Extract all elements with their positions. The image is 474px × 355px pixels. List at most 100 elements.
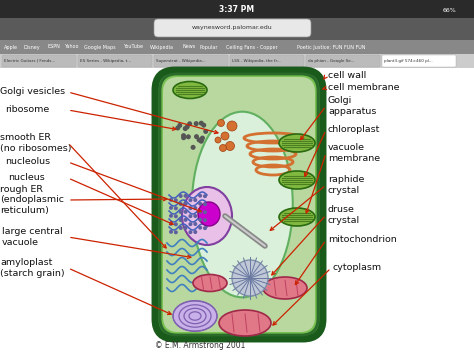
- Circle shape: [199, 121, 204, 126]
- Circle shape: [183, 126, 188, 131]
- Text: Electric Guitars | Fends...: Electric Guitars | Fends...: [4, 59, 55, 63]
- Circle shape: [183, 210, 188, 214]
- Text: smooth ER
(no ribosomes): smooth ER (no ribosomes): [0, 133, 72, 153]
- Ellipse shape: [193, 274, 227, 291]
- Circle shape: [198, 202, 202, 206]
- Circle shape: [179, 202, 182, 206]
- Text: 66%: 66%: [443, 7, 457, 12]
- Circle shape: [193, 198, 197, 202]
- Circle shape: [203, 226, 207, 230]
- Circle shape: [227, 121, 237, 131]
- Circle shape: [169, 222, 173, 226]
- Circle shape: [189, 222, 192, 226]
- Text: cell wall: cell wall: [328, 71, 366, 81]
- Ellipse shape: [182, 187, 232, 245]
- FancyBboxPatch shape: [163, 77, 315, 332]
- Text: Golgi vesicles: Golgi vesicles: [0, 87, 65, 97]
- Text: ES Series - Wikipedia, t...: ES Series - Wikipedia, t...: [80, 59, 131, 63]
- Circle shape: [193, 222, 197, 226]
- Text: large central
vacuole: large central vacuole: [2, 227, 63, 247]
- Circle shape: [185, 124, 190, 129]
- Text: cell membrane: cell membrane: [328, 83, 400, 93]
- Ellipse shape: [279, 208, 315, 226]
- Circle shape: [198, 226, 202, 230]
- Circle shape: [226, 142, 235, 151]
- Text: LSS - Wikipedia, the fr...: LSS - Wikipedia, the fr...: [232, 59, 281, 63]
- Circle shape: [232, 260, 268, 296]
- Bar: [0, 0, 474, 18]
- Circle shape: [203, 129, 208, 134]
- Text: cytoplasm: cytoplasm: [333, 263, 382, 273]
- Circle shape: [203, 194, 207, 198]
- Ellipse shape: [219, 310, 271, 336]
- FancyBboxPatch shape: [382, 55, 456, 67]
- Text: YouTube: YouTube: [123, 44, 143, 49]
- Ellipse shape: [198, 202, 220, 226]
- Circle shape: [199, 138, 204, 143]
- Circle shape: [197, 137, 201, 142]
- Bar: [0, 18, 474, 40]
- Text: plant3.gif 574×460 pl...: plant3.gif 574×460 pl...: [384, 59, 433, 63]
- Circle shape: [194, 121, 199, 126]
- Circle shape: [189, 230, 192, 234]
- FancyBboxPatch shape: [230, 55, 304, 67]
- Text: raphide
crystal: raphide crystal: [328, 175, 365, 195]
- Text: amyloplast
(starch grain): amyloplast (starch grain): [0, 258, 64, 278]
- Circle shape: [198, 210, 202, 214]
- Text: Wikipedia: Wikipedia: [150, 44, 173, 49]
- Bar: [0, 40, 474, 54]
- Circle shape: [215, 137, 221, 143]
- Circle shape: [193, 230, 197, 234]
- Circle shape: [174, 214, 178, 218]
- Circle shape: [186, 134, 191, 139]
- Circle shape: [179, 210, 182, 214]
- Text: ribosome: ribosome: [5, 105, 49, 115]
- FancyBboxPatch shape: [154, 55, 228, 67]
- Circle shape: [177, 123, 182, 128]
- Circle shape: [193, 214, 197, 218]
- FancyBboxPatch shape: [306, 55, 380, 67]
- Circle shape: [198, 218, 202, 222]
- Text: Yahoo: Yahoo: [64, 44, 79, 49]
- Circle shape: [183, 202, 188, 206]
- Circle shape: [183, 194, 188, 198]
- Circle shape: [174, 222, 178, 226]
- Circle shape: [203, 202, 207, 206]
- Text: druse
crystal: druse crystal: [328, 205, 360, 225]
- Text: Popular: Popular: [199, 44, 218, 49]
- Ellipse shape: [192, 112, 293, 297]
- Text: Apple: Apple: [4, 44, 18, 49]
- Circle shape: [181, 133, 186, 138]
- Circle shape: [169, 230, 173, 234]
- Circle shape: [218, 120, 225, 126]
- Circle shape: [189, 214, 192, 218]
- Circle shape: [193, 206, 197, 210]
- FancyBboxPatch shape: [78, 55, 152, 67]
- Circle shape: [181, 135, 186, 140]
- Text: nucleolus: nucleolus: [5, 158, 50, 166]
- Bar: [0, 54, 474, 68]
- Circle shape: [174, 206, 178, 210]
- Ellipse shape: [173, 82, 207, 98]
- Circle shape: [194, 134, 199, 139]
- Circle shape: [187, 121, 192, 126]
- Circle shape: [189, 198, 192, 202]
- Circle shape: [174, 230, 178, 234]
- Circle shape: [179, 218, 182, 222]
- Circle shape: [183, 218, 188, 222]
- Circle shape: [179, 194, 182, 198]
- Circle shape: [199, 139, 204, 144]
- Circle shape: [174, 198, 178, 202]
- Text: Golgi
apparatus: Golgi apparatus: [328, 96, 376, 116]
- Text: vacuole
membrane: vacuole membrane: [328, 143, 380, 163]
- Text: Poetic Justice: FUN FUN FUN: Poetic Justice: FUN FUN FUN: [297, 44, 365, 49]
- Circle shape: [183, 226, 188, 230]
- Text: Google Maps: Google Maps: [84, 44, 116, 49]
- Ellipse shape: [279, 134, 315, 152]
- Circle shape: [200, 136, 205, 141]
- Circle shape: [198, 194, 202, 198]
- Bar: [0, 68, 474, 355]
- Text: Ceiling Fans - Copper: Ceiling Fans - Copper: [226, 44, 277, 49]
- Circle shape: [189, 206, 192, 210]
- Text: waynesword.palomar.edu: waynesword.palomar.edu: [191, 26, 273, 31]
